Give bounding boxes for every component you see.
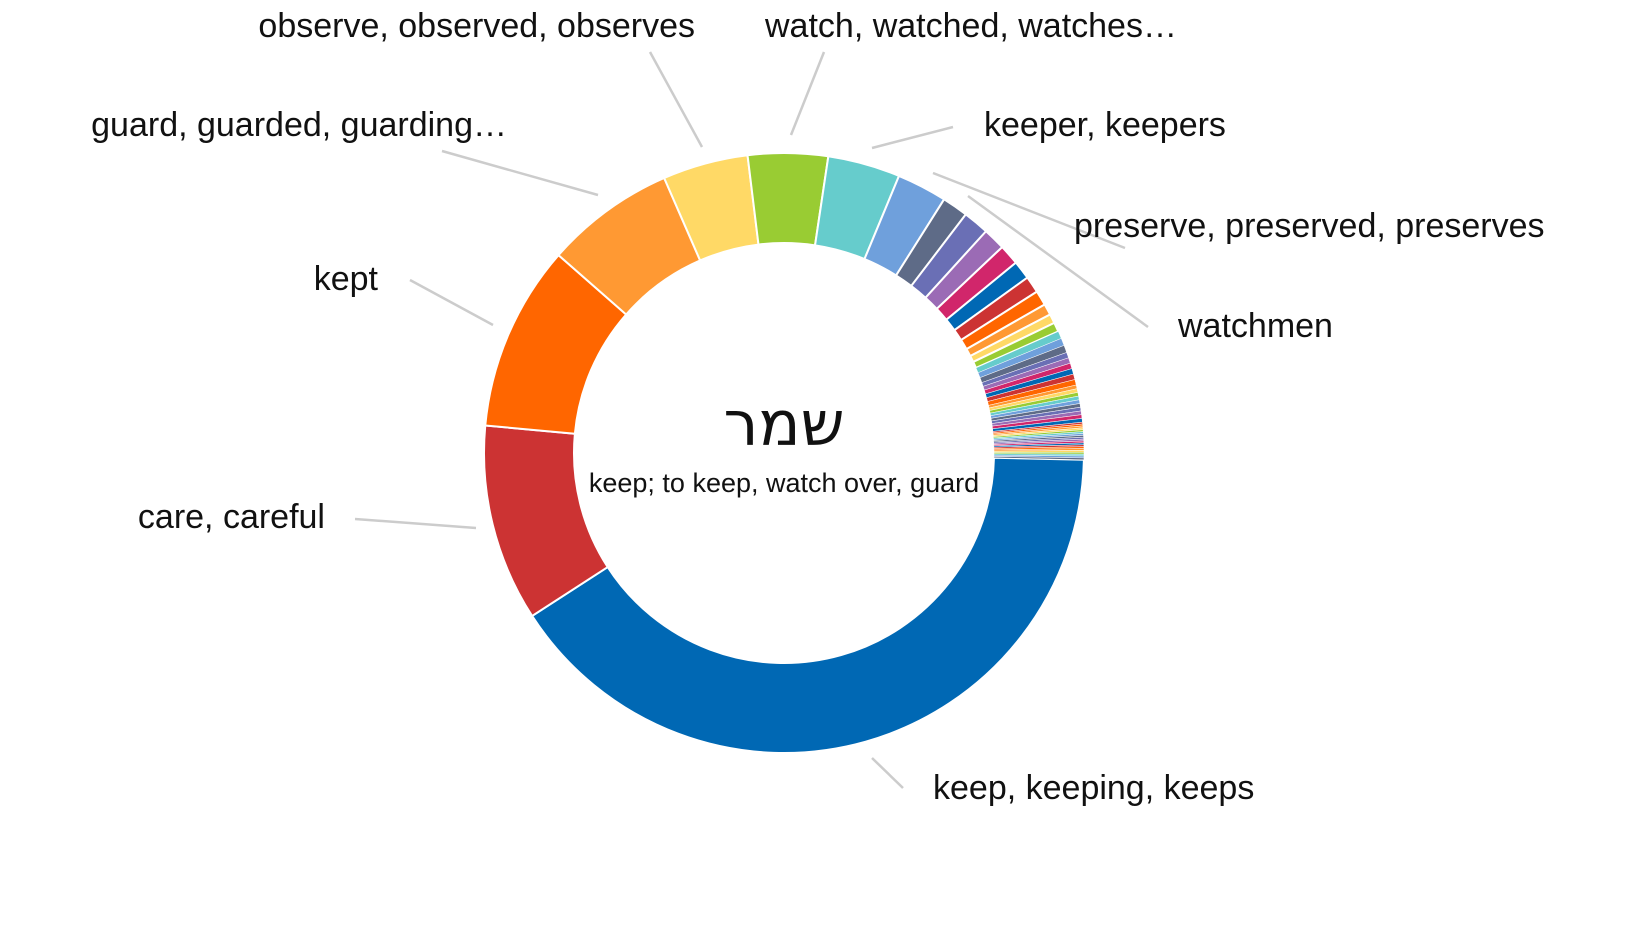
- leader-line: [441, 149, 599, 197]
- slice-label: observe, observed, observes: [258, 7, 695, 45]
- slice-label: watch, watched, watches…: [764, 7, 1177, 45]
- leader-line: [871, 125, 954, 150]
- slice-label: keeper, keepers: [984, 106, 1226, 144]
- slice: [993, 456, 1085, 461]
- slice-label: guard, guarded, guarding…: [91, 106, 507, 144]
- slice-label: keep, keeping, keeps: [933, 769, 1254, 807]
- chart-subtitle: keep; to keep, watch over, guard: [589, 468, 979, 498]
- slice-label: care, careful: [138, 498, 325, 536]
- leader-line: [932, 171, 1126, 250]
- leader-line: [871, 757, 904, 789]
- leader-line: [409, 278, 494, 327]
- slice-label: preserve, preserved, preserves: [1074, 207, 1545, 245]
- leader-line: [354, 517, 477, 530]
- leader-line: [789, 51, 826, 136]
- slice: [530, 456, 1085, 754]
- leader-line: [967, 194, 1149, 329]
- slice-label: kept: [314, 260, 379, 298]
- chart-title: שמר: [723, 387, 844, 460]
- slice-label: watchmen: [1177, 307, 1333, 345]
- leader-line: [648, 51, 704, 148]
